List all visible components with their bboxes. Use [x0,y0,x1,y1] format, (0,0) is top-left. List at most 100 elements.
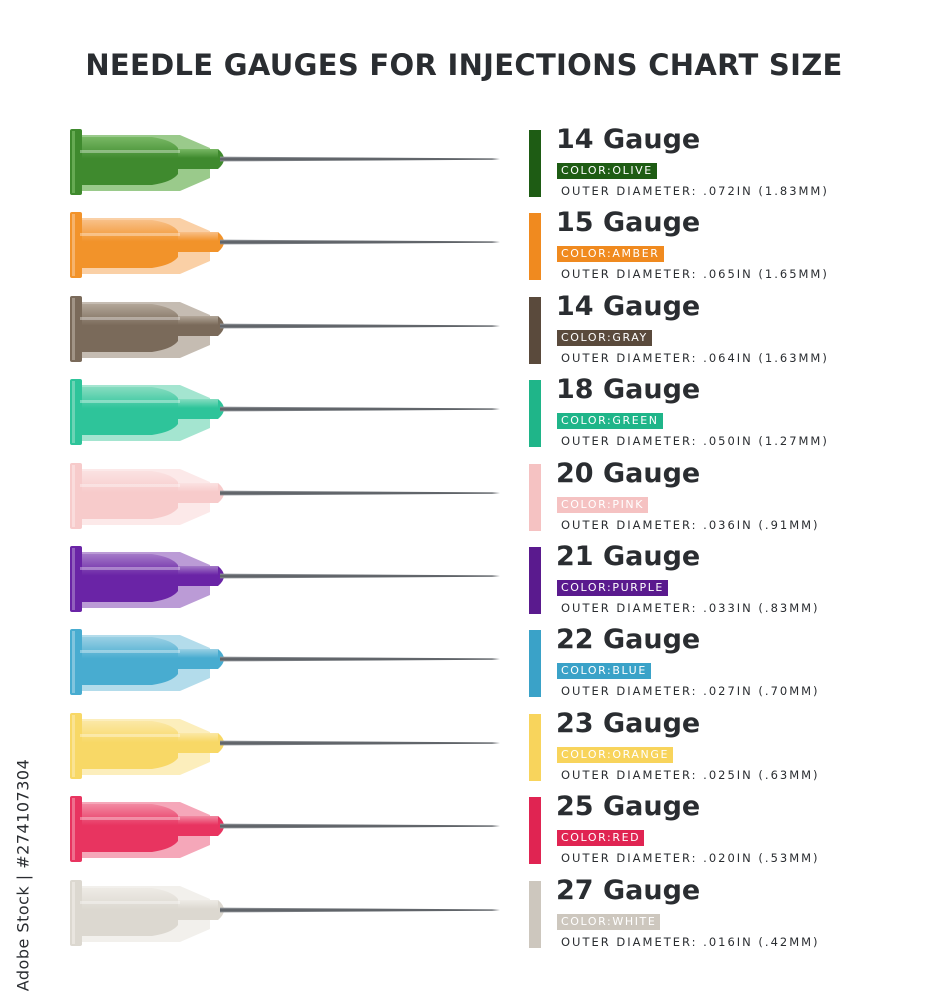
hub-body [72,220,178,269]
hub-neck [178,315,218,336]
hub-highlight [80,483,180,487]
hub-collar [70,295,82,362]
needle-shaft [220,156,500,162]
hub-neck [178,732,218,753]
hub-highlight [80,150,180,153]
gauge-row: 27 Gauge COLOR:WHITE OUTER DIAMETER: .016I… [0,875,928,963]
collar-highlight [72,297,75,360]
needle-illustration [70,462,500,529]
outer-diameter: OUTER DIAMETER: .064IN (1.63MM) [561,350,829,365]
color-label: COLOR:GREEN [557,413,663,430]
hub-body [72,637,178,686]
hub-body [72,720,178,769]
color-label: COLOR:WHITE [557,913,661,930]
collar-highlight [72,798,75,861]
color-label: COLOR:BLUE [557,663,651,680]
color-swatch-bar [529,797,541,865]
page-title: NEEDLE GAUGES FOR INJECTIONS CHART SIZE [85,48,843,82]
outer-diameter: OUTER DIAMETER: .027IN (.70MM) [561,684,820,699]
stock-watermark: Adobe Stock | #274107304 [6,758,40,992]
hub-neck [178,482,218,503]
needle-shaft [220,573,500,579]
gauge-row: 22 Gauge COLOR:BLUE OUTER DIAMETER: .027IN… [0,624,928,712]
collar-highlight [72,214,75,277]
gauge-label: 25 Gauge [556,791,701,823]
needle-shaft [220,656,500,662]
hub-body [72,554,178,602]
collar-highlight [72,631,75,694]
collar-highlight [72,548,75,610]
hub-collar [70,379,82,446]
color-swatch-bar [529,547,541,614]
outer-diameter: OUTER DIAMETER: .072IN (1.83MM) [561,184,829,198]
hub-body [72,887,178,936]
collar-highlight [72,714,75,777]
gauge-label: 27 Gauge [556,874,701,906]
needle-shaft [220,740,500,746]
color-swatch-bar [529,296,541,364]
outer-diameter: OUTER DIAMETER: .016IN (.42MM) [561,934,820,949]
outer-diameter: OUTER DIAMETER: .025IN (.63MM) [561,767,820,782]
hub-neck [178,649,218,670]
hub-highlight [80,400,180,404]
needle-illustration [70,379,500,446]
collar-highlight [72,881,75,944]
hub-neck [178,149,218,169]
color-label: COLOR:ORANGE [557,746,674,763]
hub-collar [70,462,82,529]
needle-illustration [70,879,500,946]
hub-highlight [80,817,180,821]
gauge-row: 18 Gauge COLOR:GREEN OUTER DIAMETER: .050I… [0,374,928,462]
hub-neck [178,232,218,253]
hub-neck [178,816,218,837]
outer-diameter: OUTER DIAMETER: .050IN (1.27MM) [561,434,829,449]
gauge-row: 14 Gauge COLOR:OLIVE OUTER DIAMETER: .072I… [0,124,928,212]
gauge-row: 14 Gauge COLOR:GRAY OUTER DIAMETER: .064IN… [0,291,928,379]
hub-highlight [80,567,180,570]
hub-neck [178,399,218,420]
hub-highlight [80,316,180,320]
hub-body [72,137,178,185]
collar-highlight [72,464,75,527]
color-swatch-bar [529,380,541,448]
gauge-label: 14 Gauge [556,124,701,155]
watermark-text: Adobe Stock | #274107304 [13,758,33,992]
needle-illustration [70,712,500,779]
needle-shaft [220,406,500,412]
needle-shaft [220,323,500,329]
needle-shaft [220,823,500,829]
color-swatch-bar [529,463,541,531]
hub-body [72,804,178,853]
gauge-label: 22 Gauge [556,624,701,656]
hub-highlight [80,233,180,237]
needle-shaft [220,907,500,912]
gauge-label: 15 Gauge [556,207,701,239]
gauge-label: 21 Gauge [556,541,701,572]
needle-illustration [70,295,500,362]
color-swatch-bar [529,880,541,948]
color-swatch-bar [529,713,541,781]
collar-highlight [72,131,75,193]
gauge-label: 20 Gauge [556,457,701,489]
color-label: COLOR:PURPLE [557,580,668,596]
outer-diameter: OUTER DIAMETER: .036IN (.91MM) [561,517,820,532]
gauge-row: 15 Gauge COLOR:AMBER OUTER DIAMETER: .065I… [0,207,928,295]
needle-shaft [220,490,500,495]
needle-illustration [70,629,500,696]
hub-collar [70,546,82,612]
gauge-row: 23 Gauge COLOR:ORANGE OUTER DIAMETER: .025… [0,708,928,796]
needle-illustration [70,129,500,195]
color-label: COLOR:PINK [557,496,649,513]
color-swatch-bar [529,630,541,698]
hub-collar [70,879,82,946]
outer-diameter: OUTER DIAMETER: .020IN (.53MM) [561,851,820,866]
hub-collar [70,712,82,779]
outer-diameter: OUTER DIAMETER: .033IN (.83MM) [561,601,820,615]
needle-illustration [70,796,500,863]
color-label: COLOR:GRAY [557,329,652,346]
color-swatch-bar [529,130,541,197]
hub-collar [70,212,82,279]
color-label: COLOR:AMBER [557,246,664,263]
gauge-label: 18 Gauge [556,374,701,406]
hub-body [72,470,178,519]
